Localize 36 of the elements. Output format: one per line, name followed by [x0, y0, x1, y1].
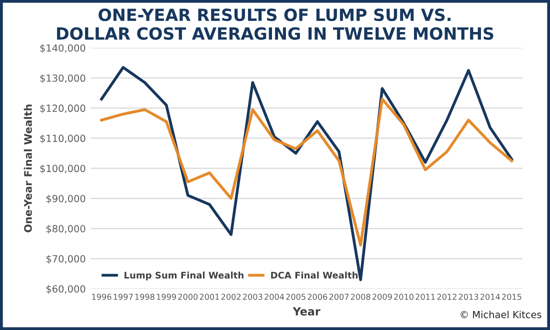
x-tick-label: 2003 [242, 294, 262, 300]
y-tick-label: $140,000 [40, 44, 86, 53]
y-tick-label: $60,000 [46, 285, 86, 294]
y-tick-label: $130,000 [40, 74, 86, 84]
y-tick-label: $110,000 [40, 134, 86, 144]
x-tick-label: 2014 [480, 294, 500, 300]
x-tick-label: 2011 [416, 294, 435, 300]
x-tick-label: 2009 [372, 294, 392, 300]
x-tick-label: 2004 [264, 294, 284, 300]
y-tick-label: $100,000 [40, 164, 86, 174]
y-tick-label: $80,000 [46, 224, 86, 234]
y-axis-title: One-Year Final Wealth [24, 104, 32, 232]
x-tick-label: 2000 [178, 294, 198, 300]
chart-title: ONE-YEAR RESULTS OF LUMP SUM VS. DOLLAR COST AVERAGING IN TWELVE MONTHS [57, 8, 494, 40]
x-tick-label: 2015 [502, 294, 522, 300]
text: © Michael Kitces [460, 310, 542, 318]
x-tick-label: 2001 [200, 294, 219, 300]
x-tick-label: 1996 [92, 294, 112, 300]
x-tick-label: 2007 [329, 294, 349, 300]
y-tick-label: $120,000 [40, 104, 86, 114]
legend-label: DCA Final Wealth [271, 272, 358, 279]
x-axis-title: Year [292, 307, 320, 316]
x-tick-label: 2012 [437, 294, 456, 300]
y-tick-label: $90,000 [46, 194, 86, 204]
x-tick-label: 2006 [308, 294, 328, 300]
x-tick-label: 2008 [350, 294, 370, 300]
x-tick-label: 1999 [156, 294, 176, 300]
x-tick-label: 2002 [221, 294, 241, 300]
x-tick-label: 1998 [135, 294, 154, 300]
legend-label: Lump Sum Final Wealth [124, 272, 244, 280]
line-series [100, 98, 514, 246]
x-tick-label: 2010 [394, 294, 414, 300]
x-tick-label: 2013 [458, 294, 478, 300]
x-tick-label: 2005 [286, 294, 306, 300]
x-tick-label: 1997 [114, 294, 133, 300]
y-tick-label: $70,000 [46, 254, 86, 264]
